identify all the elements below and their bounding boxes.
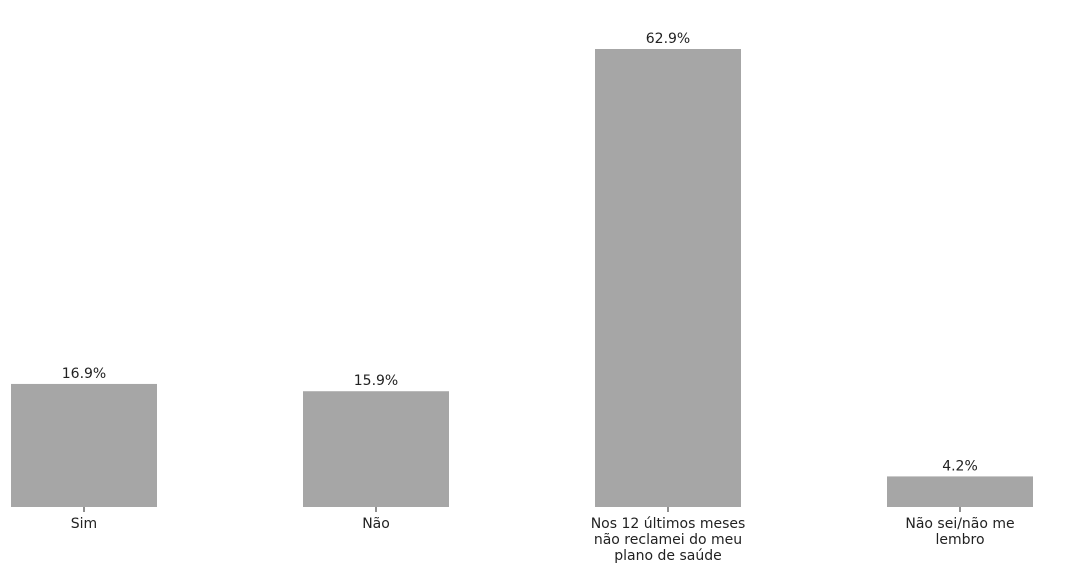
- bar-3: [887, 476, 1033, 507]
- x-tick-label-0-line-0: Sim: [71, 516, 97, 532]
- x-tick-label-3-line-1: lembro: [935, 532, 984, 548]
- x-tick-label-3: Não sei/não me lembro: [905, 516, 1014, 548]
- x-ticks-group: [83, 507, 961, 512]
- x-tick-label-1: Não: [362, 516, 390, 532]
- bar-value-label-1: 15.9%: [354, 373, 398, 389]
- bar-value-label-3: 4.2%: [942, 458, 978, 474]
- x-tick-labels-group: Sim Não Nos 12 últimos meses não reclamei d…: [71, 516, 1015, 564]
- x-tick-label-2-line-1: não reclamei do meu: [594, 532, 742, 548]
- bar-value-label-2: 62.9%: [646, 31, 690, 47]
- bar-1: [303, 391, 449, 507]
- bar-value-label-0: 16.9%: [62, 366, 106, 382]
- value-labels-group: 16.9% 15.9% 62.9% 4.2%: [62, 31, 978, 474]
- x-tick-label-3-line-0: Não sei/não me: [905, 516, 1014, 532]
- bar-2: [595, 49, 741, 507]
- x-tick-label-2-line-0: Nos 12 últimos meses: [591, 516, 746, 532]
- bar-0: [11, 383, 157, 507]
- bars-group: [11, 49, 1033, 507]
- x-tick-label-1-line-0: Não: [362, 516, 390, 532]
- x-tick-label-2-line-2: plano de saúde: [614, 548, 721, 564]
- x-tick-label-2: Nos 12 últimos meses não reclamei do meu p…: [591, 516, 746, 564]
- x-tick-label-0: Sim: [71, 516, 97, 532]
